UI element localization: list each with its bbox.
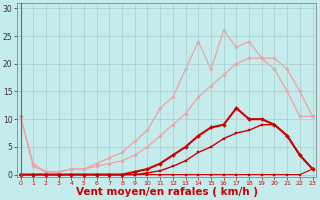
X-axis label: Vent moyen/en rafales ( km/h ): Vent moyen/en rafales ( km/h ) bbox=[76, 187, 258, 197]
